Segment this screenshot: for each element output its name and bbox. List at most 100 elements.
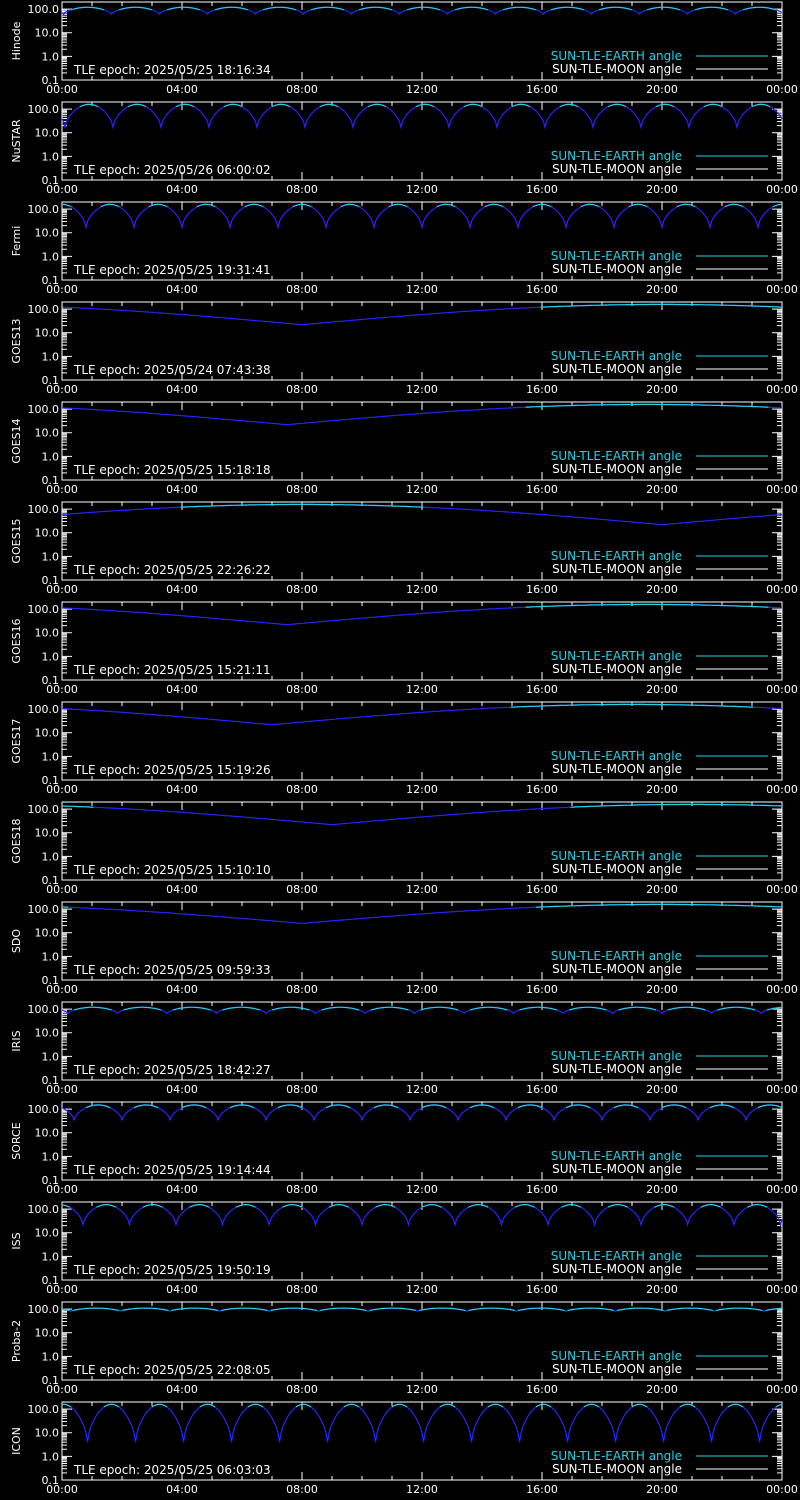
panel-sorce: 100.010.01.00.100:00 04:00 08:00 12:00 16:00…	[10, 1101, 798, 1196]
x-tick-label: 00:00	[46, 1083, 78, 1096]
x-tick-label: 16:00	[526, 683, 558, 696]
legend-moon-label: SUN-TLE-MOON angle	[552, 1062, 682, 1076]
legend-earth-label: SUN-TLE-EARTH angle	[551, 1249, 682, 1263]
sun-tle-earth-high	[61, 203, 783, 208]
tle-epoch: TLE epoch: 2025/05/25 18:16:34	[73, 63, 271, 77]
sun-tle-earth-line	[61, 1403, 783, 1443]
y-tick-label: 10.0	[35, 227, 60, 240]
tle-epoch: TLE epoch: 2025/05/25 15:19:26	[73, 763, 271, 777]
x-tick-label: 12:00	[406, 1483, 438, 1496]
panel-iris: 100.010.01.00.100:00 04:00 08:00 12:00 16:00…	[10, 1001, 798, 1096]
y-tick-label: 1.0	[42, 1250, 60, 1263]
x-tick-label: 12:00	[406, 583, 438, 596]
legend-moon-label: SUN-TLE-MOON angle	[552, 962, 682, 976]
legend-earth-label: SUN-TLE-EARTH angle	[551, 349, 682, 363]
y-tick-label: 0.1	[42, 1174, 60, 1187]
y-tick-label: 0.1	[42, 574, 60, 587]
x-tick-label: 04:00	[166, 1183, 198, 1196]
y-tick-label: 0.1	[42, 74, 60, 87]
y-tick-label: 10.0	[35, 327, 60, 340]
y-tick-label: 100.0	[28, 803, 60, 816]
y-tick-label: 1.0	[42, 1350, 60, 1363]
x-tick-label: 16:00	[526, 183, 558, 196]
panel-goes16: 100.010.01.00.100:00 04:00 08:00 12:00 16:00…	[10, 601, 798, 696]
x-tick-label: 16:00	[526, 1383, 558, 1396]
x-tick-label: 00:00	[46, 783, 78, 796]
y-tick-label: 10.0	[35, 627, 60, 640]
x-tick-label: 04:00	[166, 1383, 198, 1396]
tle-epoch: TLE epoch: 2025/05/25 06:03:03	[73, 1463, 271, 1477]
panel-goes14: 100.010.01.00.100:00 04:00 08:00 12:00 16:00…	[10, 401, 798, 496]
x-tick-label: 00:00	[46, 1483, 78, 1496]
x-tick-label: 16:00	[526, 1183, 558, 1196]
satellite-name: Fermi	[10, 226, 23, 257]
legend-earth-label: SUN-TLE-EARTH angle	[551, 1149, 682, 1163]
y-tick-label: 0.1	[42, 1074, 60, 1087]
sun-tle-earth-high	[85, 1104, 783, 1109]
satellite-name: IRIS	[10, 1030, 23, 1051]
legend-earth-label: SUN-TLE-EARTH angle	[551, 49, 682, 63]
x-tick-label: 00:00	[766, 83, 798, 96]
x-tick-label: 12:00	[406, 783, 438, 796]
legend-earth-label: SUN-TLE-EARTH angle	[551, 749, 682, 763]
legend-earth-label: SUN-TLE-EARTH angle	[551, 649, 682, 663]
legend-earth-label: SUN-TLE-EARTH angle	[551, 549, 682, 563]
y-tick-label: 1.0	[42, 950, 60, 963]
x-tick-label: 08:00	[286, 383, 318, 396]
panel-fermi: 100.010.01.00.100:00 04:00 08:00 12:00 16:00…	[10, 201, 798, 296]
y-tick-label: 10.0	[35, 1427, 60, 1440]
x-tick-label: 12:00	[406, 83, 438, 96]
y-tick-label: 0.1	[42, 674, 60, 687]
x-tick-label: 04:00	[166, 183, 198, 196]
x-tick-label: 20:00	[646, 1083, 678, 1096]
sun-tle-earth-high	[62, 803, 783, 808]
y-tick-label: 1.0	[42, 250, 60, 263]
x-tick-label: 04:00	[166, 1083, 198, 1096]
y-tick-label: 0.1	[42, 274, 60, 287]
legend-moon-label: SUN-TLE-MOON angle	[552, 862, 682, 876]
x-tick-label: 00:00	[766, 883, 798, 896]
x-tick-label: 04:00	[166, 1483, 198, 1496]
legend-moon-label: SUN-TLE-MOON angle	[552, 162, 682, 176]
sun-tle-earth-high	[61, 303, 782, 308]
x-tick-label: 00:00	[46, 483, 78, 496]
x-tick-label: 08:00	[286, 183, 318, 196]
x-tick-label: 04:00	[166, 783, 198, 796]
x-tick-label: 00:00	[766, 1383, 798, 1396]
x-tick-label: 08:00	[286, 883, 318, 896]
legend-moon-label: SUN-TLE-MOON angle	[552, 662, 682, 676]
tle-epoch: TLE epoch: 2025/05/25 09:59:33	[73, 963, 271, 977]
legend-earth-label: SUN-TLE-EARTH angle	[551, 849, 682, 863]
x-tick-label: 16:00	[526, 983, 558, 996]
y-tick-label: 1.0	[42, 1150, 60, 1163]
y-tick-label: 1.0	[42, 350, 60, 363]
y-tick-label: 100.0	[28, 1303, 60, 1316]
x-tick-label: 00:00	[766, 1083, 798, 1096]
y-tick-label: 10.0	[35, 527, 60, 540]
y-tick-label: 10.0	[35, 827, 60, 840]
satellite-name: SDO	[10, 929, 23, 953]
y-tick-label: 10.0	[35, 1227, 60, 1240]
y-tick-label: 0.1	[42, 374, 60, 387]
panel-iss: 100.010.01.00.100:00 04:00 08:00 12:00 16:00…	[10, 1201, 798, 1296]
x-tick-label: 16:00	[526, 1483, 558, 1496]
satellite-name: GOES14	[10, 418, 23, 463]
y-tick-label: 100.0	[28, 1103, 60, 1116]
satellite-name: GOES16	[10, 618, 23, 663]
x-tick-label: 20:00	[646, 583, 678, 596]
x-tick-label: 04:00	[166, 483, 198, 496]
satellite-name: ICON	[10, 1427, 23, 1455]
y-tick-label: 10.0	[35, 1027, 60, 1040]
y-tick-label: 100.0	[28, 303, 60, 316]
sun-tle-earth-high	[525, 603, 769, 608]
x-tick-label: 16:00	[526, 83, 558, 96]
x-tick-label: 00:00	[766, 583, 798, 596]
panel-goes15: 100.010.01.00.100:00 04:00 08:00 12:00 16:00…	[10, 501, 798, 596]
tle-epoch: TLE epoch: 2025/05/25 15:18:18	[73, 463, 271, 477]
tle-epoch: TLE epoch: 2025/05/25 18:42:27	[73, 1063, 271, 1077]
x-tick-label: 20:00	[646, 1483, 678, 1496]
x-tick-label: 16:00	[526, 583, 558, 596]
x-tick-label: 12:00	[406, 283, 438, 296]
x-tick-label: 12:00	[406, 883, 438, 896]
tle-epoch: TLE epoch: 2025/05/25 19:14:44	[73, 1163, 271, 1177]
